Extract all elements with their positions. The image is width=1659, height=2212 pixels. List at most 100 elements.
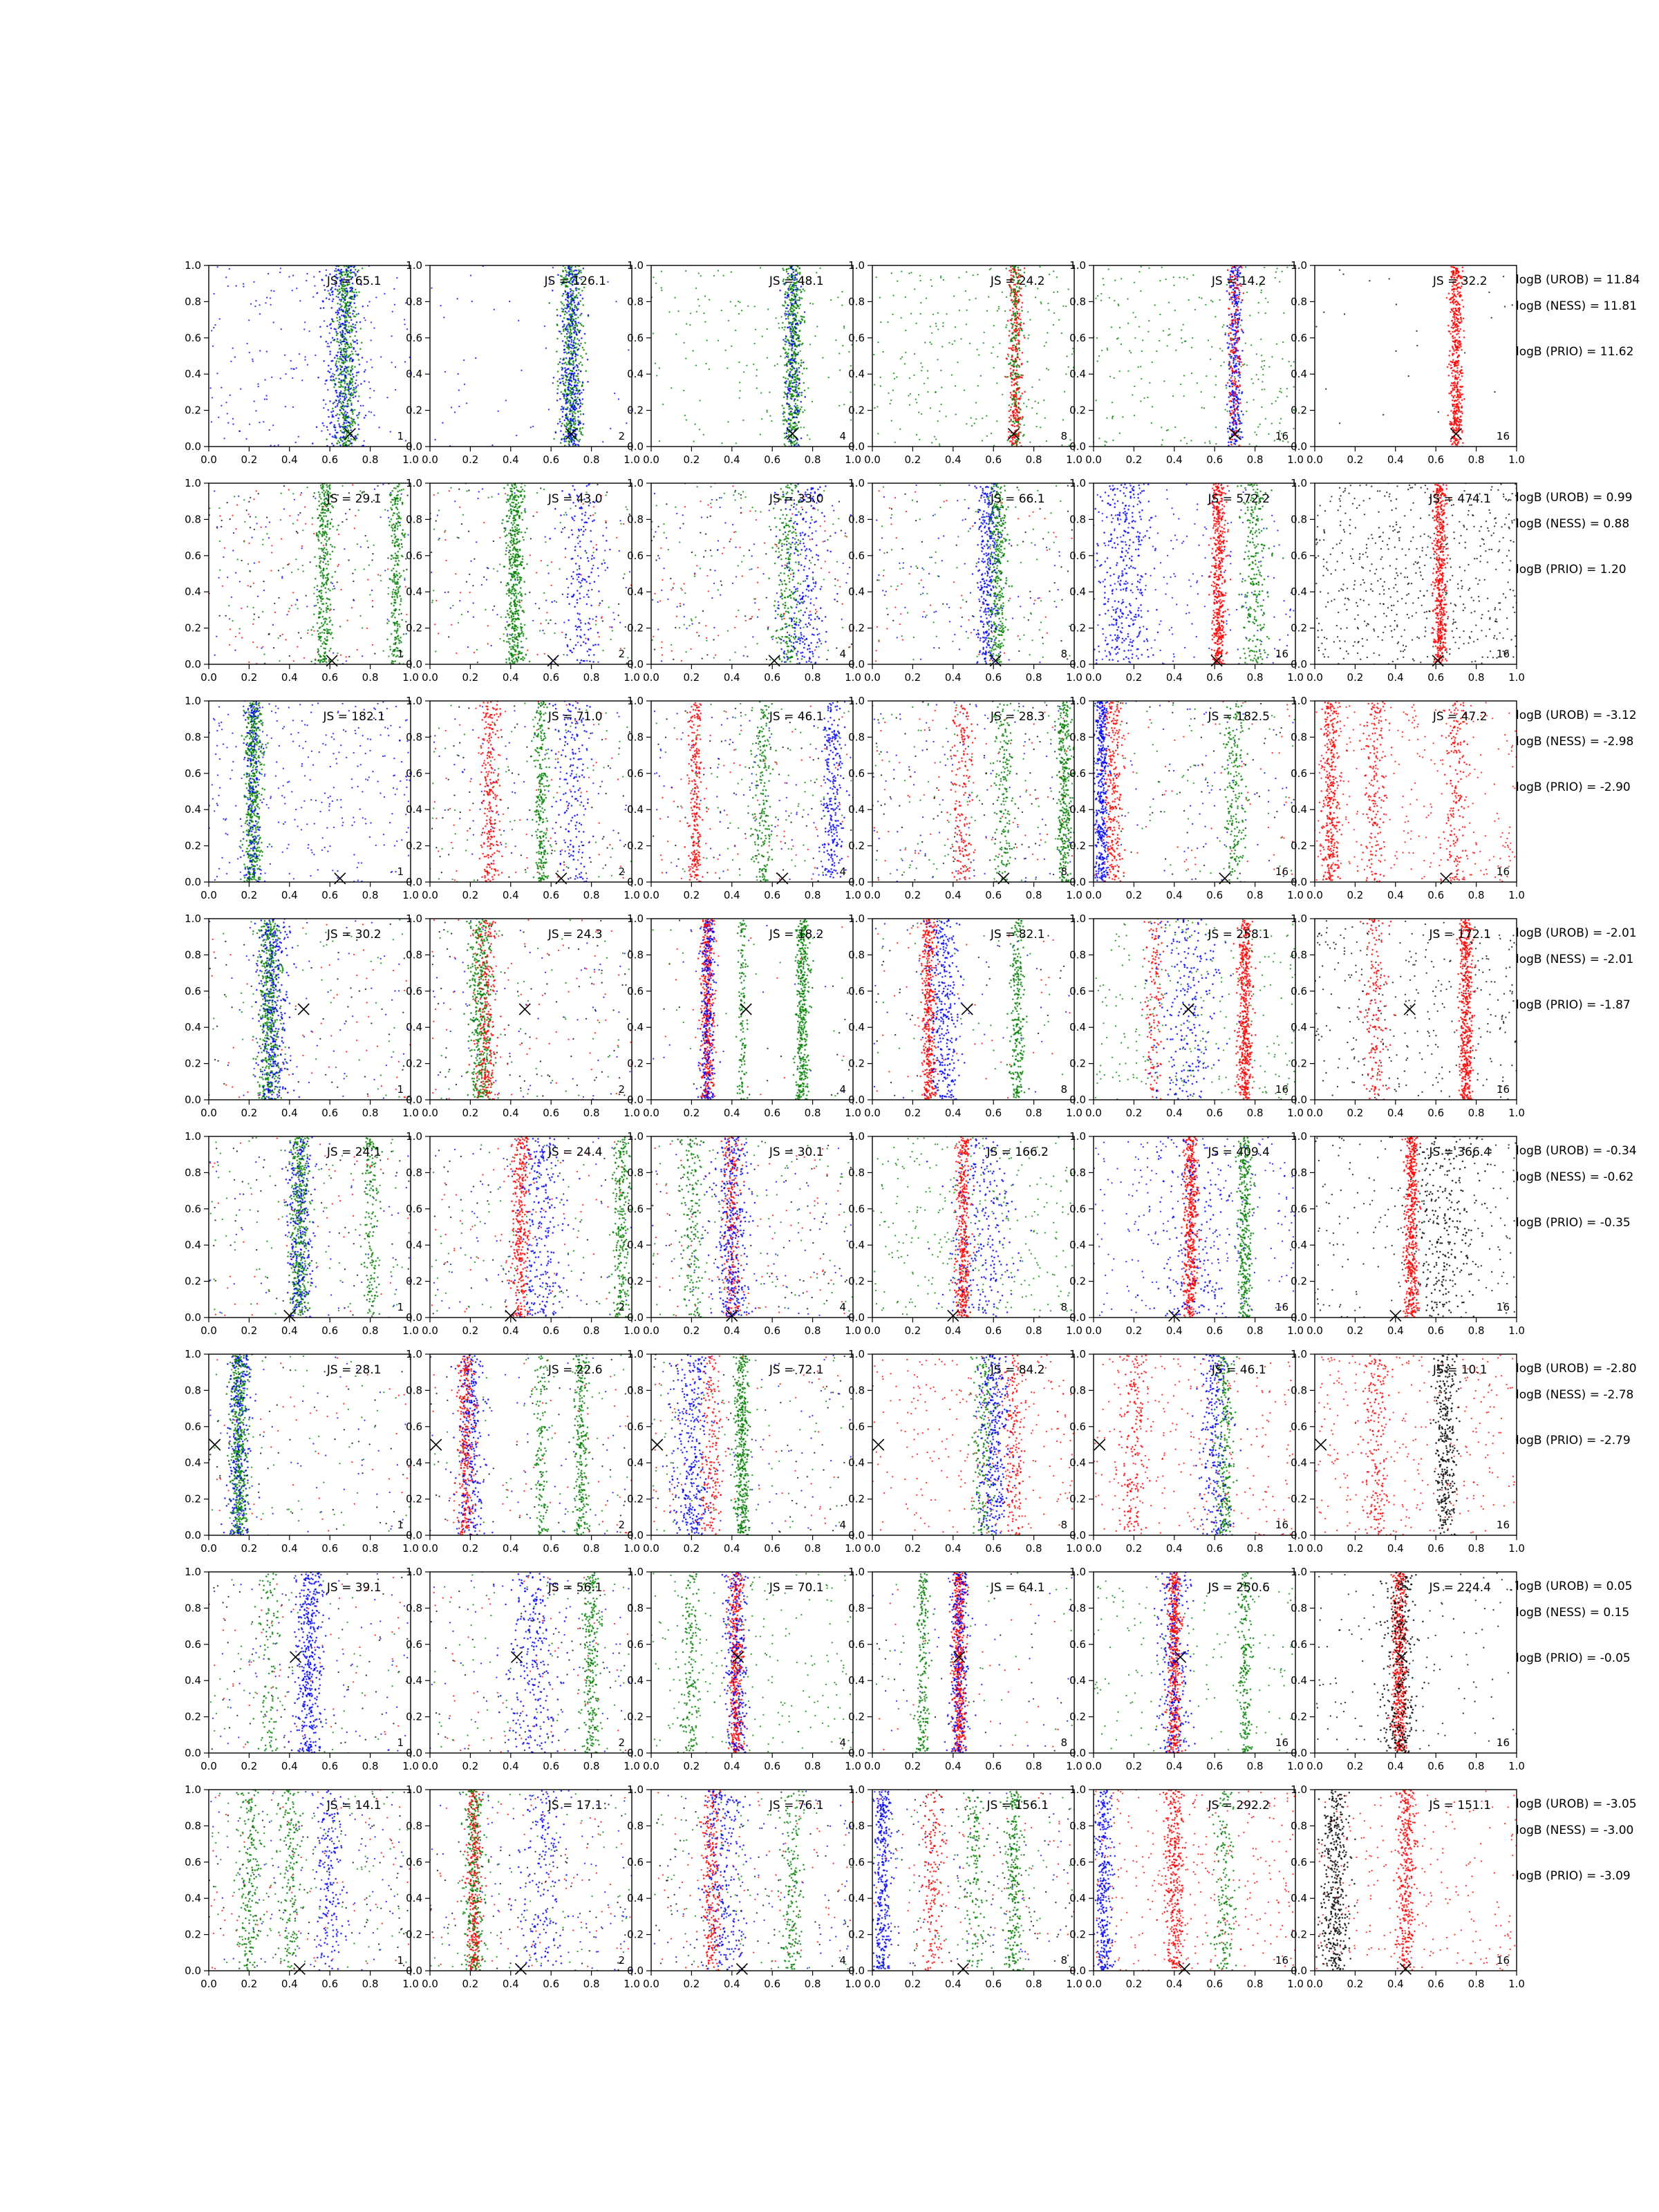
scatter-point: [357, 354, 359, 356]
scatter-point: [572, 290, 574, 292]
y-tick-label: 1.0: [406, 259, 422, 272]
scatter-point: [569, 328, 572, 330]
scatter-point: [1068, 444, 1071, 447]
scatter-point: [789, 424, 792, 427]
scatter-point: [800, 427, 802, 429]
scatter-point: [580, 342, 582, 345]
scatter-point: [965, 324, 968, 326]
scatter-point: [1015, 444, 1018, 446]
scatter-point: [937, 359, 939, 361]
scatter-point: [675, 333, 677, 335]
scatter-point: [563, 330, 565, 332]
scatter-point: [1011, 332, 1013, 335]
scatter-point: [581, 391, 583, 394]
scatter-point: [565, 417, 568, 420]
scatter-point: [791, 362, 794, 364]
scatter-point: [556, 388, 559, 391]
scatter-point: [344, 340, 346, 343]
scatter-point: [559, 442, 562, 444]
scatter-point: [335, 377, 337, 379]
scatter-point: [796, 367, 798, 370]
scatter-point: [803, 311, 806, 313]
scatter-point: [742, 419, 744, 422]
scatter-point: [1234, 317, 1236, 319]
scatter-point: [572, 319, 574, 321]
scatter-point: [791, 365, 793, 368]
scatter-point: [321, 279, 324, 281]
scatter-point: [787, 294, 789, 297]
scatter-point: [789, 413, 791, 415]
scatter-point: [1020, 431, 1022, 433]
scatter-point: [1455, 348, 1458, 351]
scatter-point: [319, 335, 322, 338]
scatter-point: [229, 394, 231, 396]
scatter-point: [337, 324, 340, 326]
scatter-point: [1236, 294, 1239, 297]
scatter-point: [359, 328, 362, 330]
scatter-point: [901, 356, 903, 358]
scatter-point: [1015, 412, 1017, 414]
scatter-point: [1226, 427, 1229, 430]
scatter-point: [561, 368, 563, 371]
scatter-point: [348, 416, 350, 419]
scatter-point: [333, 328, 336, 330]
scatter-point: [1209, 442, 1211, 444]
scatter-point: [781, 404, 784, 407]
scatter-point: [1219, 299, 1221, 301]
scatter-point: [1235, 347, 1237, 349]
scatter-point: [349, 393, 352, 395]
scatter-point: [1113, 377, 1115, 379]
scatter-point: [561, 302, 563, 305]
scatter-point: [344, 380, 346, 383]
scatter-point: [225, 276, 227, 279]
scatter-point: [1230, 297, 1232, 299]
scatter-point: [1461, 393, 1464, 395]
scatter-point: [582, 325, 585, 328]
scatter-point: [356, 342, 359, 345]
scatter-point: [354, 341, 357, 343]
scatter-point: [1232, 424, 1235, 426]
scatter-point: [788, 278, 791, 281]
scatter-point: [954, 385, 957, 387]
scatter-point: [1200, 391, 1202, 393]
scatter-point: [579, 422, 581, 424]
scatter-point: [335, 270, 338, 272]
scatter-point: [362, 404, 364, 407]
scatter-point: [577, 321, 580, 324]
scatter-point: [1183, 437, 1185, 439]
scatter-point: [314, 285, 316, 287]
scatter-point: [1452, 330, 1454, 333]
scatter-point: [1246, 291, 1248, 294]
scatter-point: [581, 381, 584, 384]
scatter-point: [1457, 364, 1459, 366]
scatter-point: [565, 346, 568, 348]
scatter-point: [1060, 332, 1063, 335]
scatter-point: [568, 351, 570, 354]
scatter-point: [896, 376, 898, 378]
scatter-point: [328, 292, 330, 294]
scatter-point: [341, 287, 344, 290]
scatter-point: [1017, 387, 1019, 389]
scatter-point: [791, 373, 794, 376]
scatter-point: [1013, 293, 1016, 296]
scatter-point: [351, 353, 354, 355]
scatter-point: [573, 411, 575, 413]
scatter-point: [789, 405, 791, 407]
scatter-point: [908, 272, 910, 274]
y-tick-label: 0.4: [627, 368, 644, 380]
scatter-point: [1071, 348, 1074, 350]
scatter-point: [346, 292, 349, 294]
scatter-point: [529, 427, 532, 429]
scatter-point: [575, 314, 578, 316]
scatter-point: [336, 317, 338, 319]
scatter-point: [574, 435, 577, 437]
scatter-point: [331, 442, 333, 444]
scatter-point: [1459, 303, 1461, 306]
scatter-point: [332, 359, 334, 362]
scatter-point: [1241, 319, 1243, 321]
scatter-point: [1239, 376, 1241, 379]
scatter-point: [905, 329, 907, 332]
scatter-point: [575, 296, 577, 299]
scatter-point: [1012, 346, 1014, 349]
scatter-point: [794, 416, 796, 418]
